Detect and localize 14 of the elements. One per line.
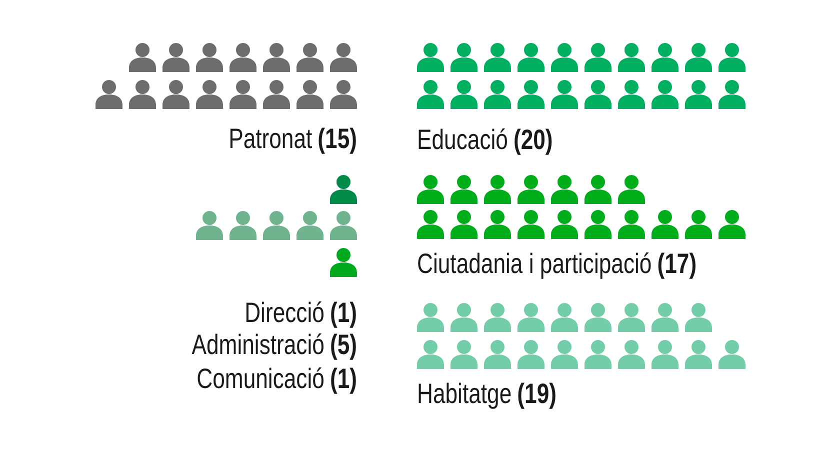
data-label: (1)	[330, 298, 357, 329]
category-label: Administració	[192, 330, 324, 361]
data-label: (1)	[330, 364, 357, 395]
data-label: (17)	[657, 248, 697, 280]
category-label: Ciutadania i participació	[417, 248, 652, 280]
category-label: Educació	[417, 124, 508, 156]
category-label: Direcció	[244, 298, 324, 329]
data-label: (5)	[330, 330, 357, 361]
category-label: Comunicació	[196, 364, 324, 395]
data-label: (19)	[517, 378, 557, 410]
category-label: Patronat	[228, 124, 312, 155]
data-label: (20)	[513, 124, 553, 156]
data-label: (15)	[318, 124, 357, 155]
category-label: Habitatge	[417, 378, 512, 410]
